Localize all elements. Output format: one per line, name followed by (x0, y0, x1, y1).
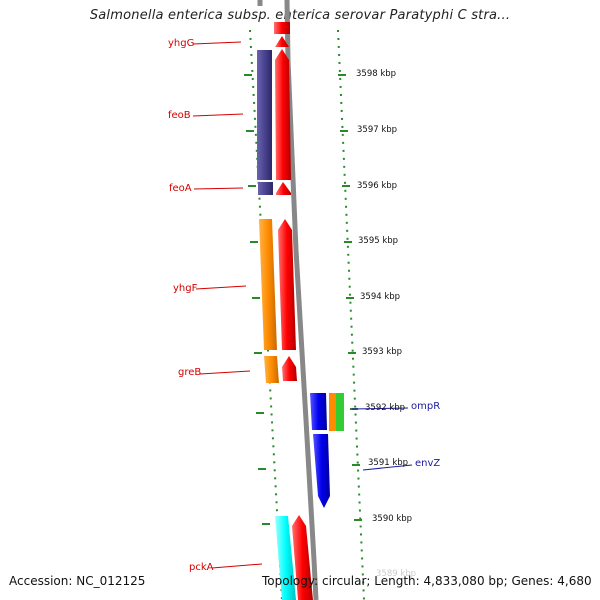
left-leader-lines (192, 41, 263, 569)
kbp-label-3593: 3593 kbp (362, 347, 403, 357)
feoB-red-block[interactable] (275, 49, 291, 180)
kbp-label-3594: 3594 kbp (360, 292, 401, 302)
yhgF-red-block[interactable] (278, 219, 296, 350)
right-ticks (338, 74, 362, 521)
envZ-block[interactable] (313, 434, 330, 508)
kbp-label-3598: 3598 kbp (356, 69, 397, 79)
kbp-label-3596: 3596 kbp (357, 181, 398, 191)
kbp-label-3592: 3592 kbp (365, 403, 406, 413)
right-dotted-boundary (337, 29, 365, 600)
map-title: Salmonella enterica subsp. enterica sero… (89, 8, 511, 23)
gene-label-envZ[interactable]: envZ (415, 458, 441, 469)
ompR-block[interactable] (310, 393, 327, 430)
gene-label-greB[interactable]: greB (178, 367, 202, 378)
pckA-block[interactable] (275, 516, 296, 600)
genome-backbone (284, 0, 319, 600)
feoA-block[interactable] (258, 182, 273, 195)
greB-block[interactable] (264, 356, 279, 383)
ompR-orange-block[interactable] (329, 393, 336, 431)
greB-red-block[interactable] (282, 356, 297, 381)
gene-label-yhgF[interactable]: yhgF (173, 283, 198, 294)
gene-label-ompR[interactable]: ompR (411, 401, 441, 412)
kbp-label-3597: 3597 kbp (357, 125, 398, 135)
pckA-red-block[interactable] (292, 515, 313, 600)
gene-label-yhgG[interactable]: yhgG (168, 38, 195, 49)
kbp-label-3595: 3595 kbp (358, 236, 399, 246)
kbp-label-3589: 3589 kbp (376, 569, 417, 579)
genome-info-text: Topology: circular; Length: 4,833,080 bp… (262, 574, 592, 588)
ompR-green-block[interactable] (336, 393, 344, 431)
yhgG-arrow[interactable] (275, 36, 289, 47)
kbp-label-3590: 3590 kbp (372, 514, 413, 524)
yhgF-block[interactable] (259, 219, 277, 350)
gene-label-pckA[interactable]: pckA (189, 562, 214, 573)
gene-label-feoA[interactable]: feoA (169, 183, 192, 194)
feoA-red-block[interactable] (276, 182, 291, 195)
right-leader-lines (351, 407, 413, 471)
feoB-block[interactable] (257, 50, 272, 180)
gene-label-feoB[interactable]: feoB (168, 110, 191, 121)
kbp-label-3591: 3591 kbp (368, 458, 409, 468)
yhgG-block[interactable] (274, 22, 290, 34)
left-ticks (244, 74, 270, 525)
accession-text: Accession: NC_012125 (9, 574, 146, 588)
